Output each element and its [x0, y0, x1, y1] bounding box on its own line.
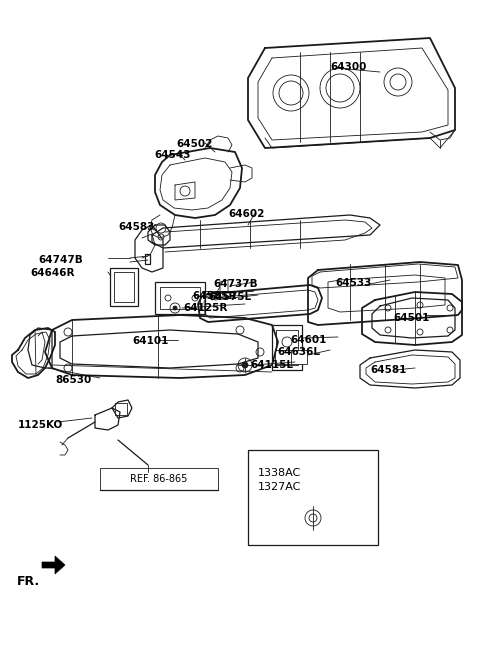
Text: 64646R: 64646R — [30, 268, 74, 278]
Text: 64575L: 64575L — [208, 292, 251, 302]
Polygon shape — [42, 556, 65, 574]
Text: 64115L: 64115L — [250, 360, 293, 370]
Bar — [276, 330, 298, 365]
Text: 64300: 64300 — [330, 62, 366, 72]
Bar — [100, 468, 218, 490]
Text: 1327AC: 1327AC — [258, 482, 301, 492]
Bar — [160, 287, 200, 309]
Circle shape — [173, 306, 177, 310]
Text: 86530: 86530 — [55, 375, 91, 385]
Text: 64101: 64101 — [132, 336, 168, 346]
Bar — [248, 450, 378, 545]
Text: 64502: 64502 — [176, 139, 212, 149]
Text: 64737B: 64737B — [213, 279, 258, 289]
Bar — [272, 325, 302, 370]
Text: 64581: 64581 — [370, 365, 407, 375]
Text: 64602: 64602 — [228, 209, 264, 219]
Text: REF. 86-865: REF. 86-865 — [130, 474, 188, 484]
Circle shape — [242, 362, 248, 368]
Text: 64543: 64543 — [154, 150, 191, 160]
Bar — [155, 282, 205, 314]
Text: 64125R: 64125R — [183, 303, 228, 313]
Text: 64501: 64501 — [393, 313, 430, 323]
Text: 64636L: 64636L — [277, 347, 320, 357]
Text: 64585R: 64585R — [192, 291, 236, 301]
Text: FR.: FR. — [17, 575, 40, 588]
Bar — [114, 272, 134, 302]
Text: 1125KO: 1125KO — [18, 420, 63, 430]
Text: 64601: 64601 — [290, 335, 326, 345]
Text: 64583: 64583 — [118, 222, 155, 232]
Bar — [275, 350, 307, 364]
Text: 64533: 64533 — [335, 278, 372, 288]
Bar — [115, 403, 127, 415]
Bar — [110, 268, 138, 306]
Text: 64747B: 64747B — [38, 255, 83, 265]
Text: 1338AC: 1338AC — [258, 468, 301, 478]
